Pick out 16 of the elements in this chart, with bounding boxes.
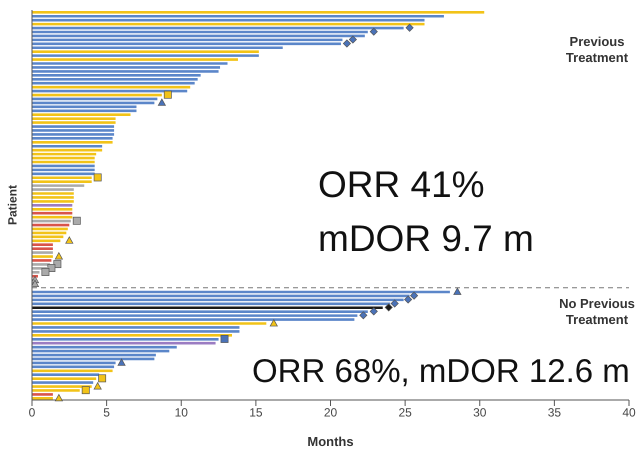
x-tick-label: 15 [249,406,263,420]
y-axis-title: Patient [5,184,20,226]
x-tick-label: 10 [174,406,188,420]
annotation: Previous Treatment [564,34,630,66]
x-tick-label: 0 [28,406,36,420]
x-tick-label: 25 [398,406,412,420]
x-tick-label: 5 [103,406,110,420]
annotation: mDOR 9.7 m [318,217,534,261]
annotation: ORR 68%, mDOR 12.6 m [252,351,630,391]
x-tick-label: 30 [473,406,487,420]
x-axis-title: Months [307,434,354,449]
x-tick-label: 20 [324,406,338,420]
x-tick-label: 35 [548,406,562,420]
annotation: No Previous Treatment [558,296,636,328]
x-tick-label: 40 [622,406,636,420]
annotation: ORR 41% [318,163,485,207]
